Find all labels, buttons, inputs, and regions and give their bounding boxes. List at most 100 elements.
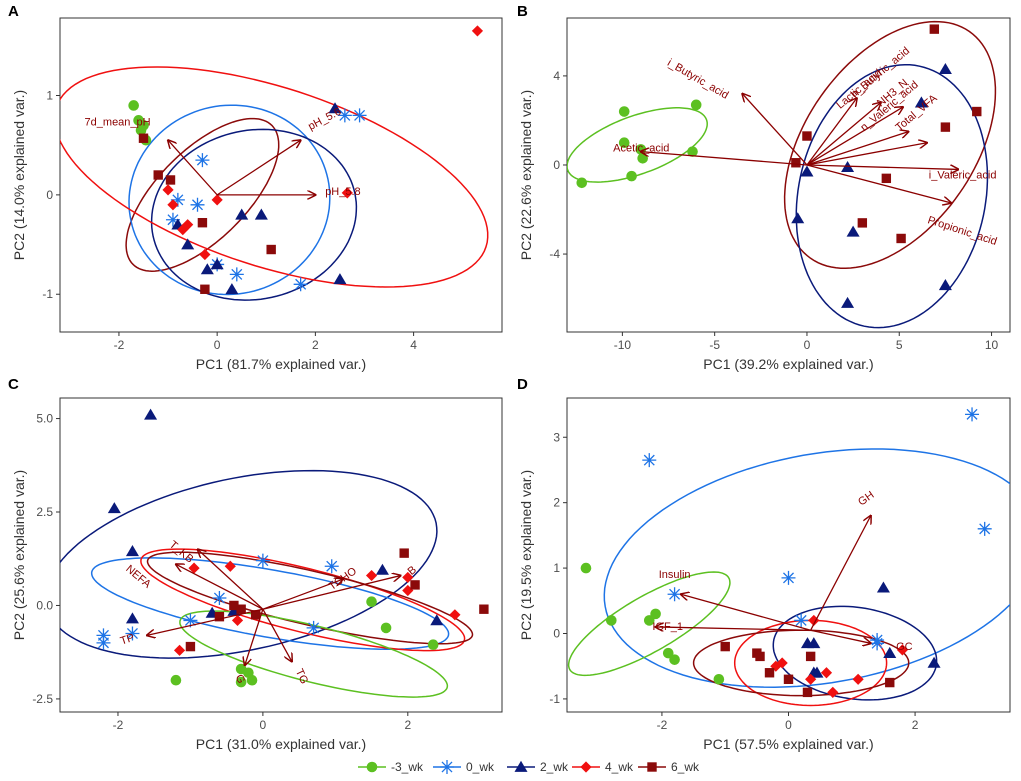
legend-label: 4_wk xyxy=(605,760,634,774)
point-2_wk xyxy=(876,581,890,593)
y-tick-label: 4 xyxy=(553,69,560,83)
point-2_wk xyxy=(333,273,347,285)
loading-arrow xyxy=(262,579,343,610)
point--3_wk xyxy=(246,674,258,686)
plot-area-D: GH Insulin IGF_1 GC xyxy=(567,407,1010,707)
point-0_wk xyxy=(781,570,796,585)
y-tick-label: -1 xyxy=(549,692,560,706)
ellipse--3_wk xyxy=(567,107,708,183)
point--3_wk xyxy=(643,615,655,626)
loading-arrow xyxy=(198,549,264,610)
loading-arrow xyxy=(806,143,927,166)
legend-marker-4_wk xyxy=(580,761,592,773)
series-4_wk xyxy=(162,25,484,261)
plot-frame-D xyxy=(566,397,1011,713)
point-0_wk xyxy=(306,620,321,635)
point-2_wk xyxy=(200,263,214,275)
x-tick-label: -2 xyxy=(113,718,124,732)
legend-item--3_wk: -3_wk xyxy=(358,760,424,774)
y-tick-label: 3 xyxy=(553,430,560,444)
point-0_wk xyxy=(96,635,111,650)
loading-arrow xyxy=(641,152,808,166)
point-2_wk xyxy=(791,212,805,224)
loading-arrow xyxy=(810,516,871,631)
loading-arrow xyxy=(806,103,881,166)
point--3_wk xyxy=(380,622,392,634)
point--3_wk xyxy=(128,100,139,111)
point-2_wk xyxy=(107,502,121,514)
series-0_wk xyxy=(165,108,367,292)
point-6_wk xyxy=(791,158,801,168)
point-6_wk xyxy=(165,175,176,185)
point-0_wk xyxy=(212,590,227,605)
legend-marker--3_wk xyxy=(366,761,378,773)
point-0_wk xyxy=(324,559,339,574)
y-tick-label: -4 xyxy=(549,247,560,261)
point-6_wk xyxy=(802,687,813,698)
loading-label: TP xyxy=(119,632,136,648)
loading-arrow xyxy=(806,164,958,169)
loading-arrow xyxy=(742,94,808,166)
loading-arrow xyxy=(806,132,909,166)
point-6_wk xyxy=(857,218,868,228)
loading-arrow xyxy=(681,594,811,631)
series-0_wk xyxy=(642,407,992,651)
point-2_wk xyxy=(938,279,952,291)
panel-B: B -10 -5 0 5 10 -4 0 4 PC1 (39.2% explained var.)… xyxy=(517,3,1011,372)
ellipse-2_wk xyxy=(772,605,938,701)
point-0_wk xyxy=(195,153,210,168)
point-0_wk xyxy=(229,267,244,282)
point-4_wk xyxy=(770,660,782,672)
legend-label: -3_wk xyxy=(391,760,424,774)
point-6_wk xyxy=(802,131,812,141)
point--3_wk xyxy=(576,177,588,189)
series-6_wk xyxy=(185,548,489,652)
point-4_wk xyxy=(808,614,820,627)
point-6_wk xyxy=(881,173,892,184)
point-2_wk xyxy=(144,408,158,420)
point-4_wk xyxy=(820,667,833,679)
x-tick-label: -2 xyxy=(114,338,125,352)
point-4_wk xyxy=(224,560,236,572)
x-tick-label: 0 xyxy=(785,718,792,732)
legend-marker-2_wk xyxy=(514,760,528,772)
point--3_wk xyxy=(427,639,439,651)
panel-letter-D: D xyxy=(517,376,528,393)
point-2_wk xyxy=(375,563,389,575)
point-0_wk xyxy=(794,613,809,628)
y-tick-label: 1 xyxy=(553,561,560,575)
point-2_wk xyxy=(927,656,941,668)
point-0_wk xyxy=(642,453,657,468)
y-tick-label: 0 xyxy=(46,188,53,202)
x-tick-label: 2 xyxy=(912,718,919,732)
point-6_wk xyxy=(197,217,208,228)
point-2_wk xyxy=(125,545,139,557)
point--3_wk xyxy=(662,647,674,659)
point--3_wk xyxy=(626,170,637,182)
legend-label: 0_wk xyxy=(466,760,495,774)
x-axis-title-A: PC1 (81.7% explained var.) xyxy=(196,356,366,372)
point-4_wk xyxy=(471,25,484,37)
point-2_wk xyxy=(328,102,342,114)
y-tick-label: -2.5 xyxy=(32,692,53,706)
y-axis-title-C: PC2 (25.6% explained var.) xyxy=(11,470,27,640)
point-6_wk xyxy=(764,668,775,678)
point-6_wk xyxy=(972,106,982,117)
y-tick-label: 5.0 xyxy=(36,412,53,426)
point-6_wk xyxy=(153,170,163,180)
loading-arrow xyxy=(168,140,218,196)
point--3_wk xyxy=(235,676,247,688)
point--3_wk xyxy=(669,654,680,665)
point-2_wk xyxy=(235,208,249,220)
loading-label: i_Butyric_acid xyxy=(665,57,730,102)
point-2_wk xyxy=(800,165,814,177)
point-0_wk xyxy=(965,407,980,422)
point-6_wk xyxy=(896,233,906,244)
point-6_wk xyxy=(940,122,951,132)
point-4_wk xyxy=(188,562,200,574)
point-0_wk xyxy=(165,212,180,227)
series-6_wk xyxy=(720,641,895,698)
legend-marker-0_wk xyxy=(440,760,454,774)
point-0_wk xyxy=(125,626,140,641)
